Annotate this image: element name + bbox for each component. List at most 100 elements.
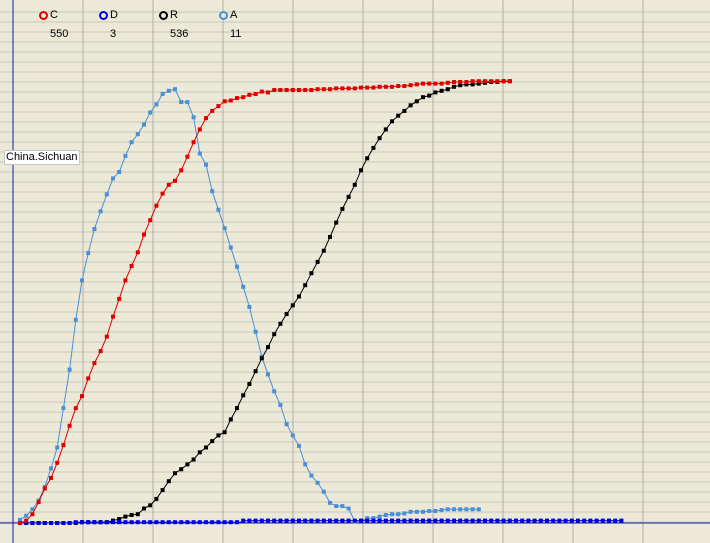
legend-value-r: 536 — [170, 28, 189, 40]
point-r-37 — [247, 382, 252, 386]
point-d-77 — [495, 518, 500, 523]
point-a-53 — [346, 506, 351, 511]
point-r-52 — [340, 206, 345, 211]
point-d-25 — [173, 520, 177, 525]
point-d-53 — [346, 518, 351, 523]
point-c-15 — [111, 314, 115, 319]
point-r-29 — [197, 450, 202, 455]
point-d-74 — [476, 518, 481, 523]
point-r-51 — [334, 220, 339, 225]
point-d-34 — [228, 520, 233, 525]
point-c-37 — [247, 92, 252, 97]
point-a-5 — [49, 466, 53, 471]
legend-label-d[interactable]: D — [110, 9, 118, 21]
point-d-36 — [241, 518, 246, 523]
point-a-16 — [117, 170, 122, 174]
point-c-73 — [470, 79, 475, 84]
point-d-30 — [204, 520, 208, 525]
point-r-19 — [135, 512, 140, 517]
legend-label-r[interactable]: R — [170, 9, 178, 21]
point-a-62 — [402, 511, 407, 516]
point-r-63 — [408, 103, 413, 108]
point-a-23 — [160, 92, 165, 96]
point-a-50 — [328, 500, 332, 505]
point-r-44 — [290, 303, 295, 308]
point-d-92 — [588, 518, 593, 523]
legend-label-a[interactable]: A — [230, 9, 238, 21]
point-c-26 — [179, 168, 184, 173]
point-d-86 — [551, 518, 556, 523]
point-a-37 — [247, 304, 252, 309]
point-r-34 — [228, 417, 233, 422]
point-d-95 — [607, 518, 611, 523]
legend-marker-r[interactable] — [159, 11, 168, 20]
point-c-61 — [396, 84, 401, 88]
point-d-52 — [340, 518, 345, 523]
point-d-73 — [470, 518, 475, 523]
point-d-69 — [445, 518, 450, 523]
point-d-63 — [408, 518, 413, 523]
point-r-40 — [266, 345, 270, 350]
point-c-40 — [266, 90, 270, 95]
point-c-50 — [328, 87, 332, 92]
point-d-59 — [383, 518, 388, 523]
point-c-34 — [228, 98, 233, 103]
point-d-62 — [402, 518, 407, 523]
point-r-53 — [346, 194, 351, 199]
point-d-70 — [452, 518, 456, 523]
point-a-6 — [55, 445, 60, 450]
legend-label-c[interactable]: C — [50, 9, 58, 21]
point-a-66 — [427, 509, 432, 513]
point-c-67 — [433, 81, 438, 86]
point-c-14 — [104, 334, 109, 339]
point-c-9 — [73, 406, 78, 411]
legend-marker-c[interactable] — [39, 11, 48, 20]
legend-marker-a[interactable] — [219, 11, 228, 20]
point-d-9 — [73, 520, 78, 525]
point-c-66 — [427, 81, 432, 86]
point-r-16 — [117, 517, 122, 521]
point-r-60 — [390, 119, 394, 124]
point-d-17 — [123, 520, 128, 525]
point-d-75 — [483, 518, 487, 523]
point-c-64 — [414, 82, 419, 87]
point-r-20 — [142, 506, 146, 511]
point-a-26 — [179, 100, 184, 105]
point-d-85 — [545, 518, 549, 523]
point-d-83 — [532, 518, 537, 523]
point-a-43 — [284, 422, 289, 427]
point-r-26 — [179, 467, 184, 472]
point-c-23 — [160, 191, 165, 196]
point-c-78 — [501, 79, 506, 84]
point-c-33 — [222, 99, 227, 104]
point-c-45 — [297, 88, 301, 92]
point-a-17 — [123, 153, 128, 158]
point-a-60 — [390, 512, 394, 517]
point-r-42 — [278, 321, 283, 326]
point-d-4 — [42, 521, 47, 525]
point-r-36 — [241, 393, 246, 398]
point-d-89 — [569, 518, 574, 523]
point-a-65 — [421, 509, 425, 514]
point-d-91 — [582, 518, 587, 523]
point-d-48 — [315, 518, 320, 523]
point-c-48 — [315, 87, 320, 92]
point-a-49 — [321, 489, 326, 494]
point-c-12 — [92, 361, 97, 366]
point-c-21 — [148, 218, 153, 223]
point-d-16 — [117, 520, 122, 525]
point-c-58 — [377, 84, 382, 89]
point-c-60 — [390, 84, 394, 89]
point-a-1 — [24, 513, 29, 518]
point-a-63 — [408, 509, 413, 514]
legend-marker-d[interactable] — [99, 11, 108, 20]
point-a-41 — [272, 389, 277, 394]
point-d-46 — [303, 518, 308, 523]
point-c-30 — [204, 116, 208, 121]
point-d-20 — [142, 520, 146, 525]
point-d-6 — [55, 521, 60, 525]
point-a-8 — [67, 367, 72, 372]
point-c-75 — [483, 79, 487, 84]
